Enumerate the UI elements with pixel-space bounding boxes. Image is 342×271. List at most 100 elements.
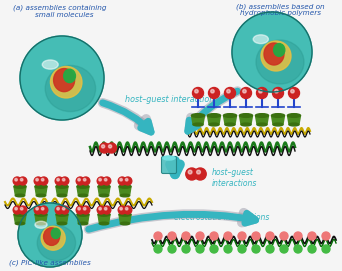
Circle shape [18,203,82,267]
Ellipse shape [77,185,89,188]
Circle shape [34,206,42,214]
Text: (c) PIC-like assemblies: (c) PIC-like assemblies [9,260,91,266]
Circle shape [294,232,302,240]
Circle shape [104,178,107,181]
Circle shape [82,206,90,214]
Polygon shape [77,186,89,195]
Circle shape [36,207,38,210]
Circle shape [308,232,316,240]
Ellipse shape [119,185,131,188]
Ellipse shape [37,225,76,261]
Ellipse shape [193,123,203,126]
Circle shape [322,232,330,240]
Circle shape [21,207,23,210]
Circle shape [41,178,44,181]
Ellipse shape [120,194,130,197]
Polygon shape [35,186,47,195]
Text: host–guest interactions: host–guest interactions [125,95,219,105]
Circle shape [76,177,84,185]
Circle shape [61,177,69,185]
Circle shape [224,88,236,98]
Circle shape [193,88,203,98]
Circle shape [118,206,126,214]
Circle shape [126,207,128,210]
Circle shape [15,178,17,181]
Polygon shape [272,115,285,124]
Circle shape [124,206,132,214]
Circle shape [196,232,204,240]
Circle shape [20,36,104,120]
Ellipse shape [14,185,26,188]
Circle shape [154,232,162,240]
Polygon shape [98,186,110,195]
Ellipse shape [120,222,130,225]
Circle shape [224,245,232,253]
Circle shape [194,168,206,180]
Circle shape [210,232,218,240]
Polygon shape [14,215,26,224]
Circle shape [104,207,107,210]
Circle shape [21,178,23,181]
Circle shape [227,89,230,93]
Polygon shape [77,215,89,224]
Ellipse shape [257,123,267,126]
Ellipse shape [64,69,76,83]
Circle shape [106,143,117,153]
Circle shape [209,88,220,98]
Ellipse shape [42,60,58,69]
Circle shape [210,245,218,253]
Circle shape [55,206,63,214]
Circle shape [280,232,288,240]
Polygon shape [208,115,221,124]
Polygon shape [56,186,68,195]
Circle shape [103,206,111,214]
Polygon shape [14,186,26,195]
Ellipse shape [255,114,268,117]
Ellipse shape [289,123,299,126]
Circle shape [182,232,190,240]
Circle shape [62,178,65,181]
Circle shape [118,177,126,185]
Ellipse shape [239,114,252,117]
Ellipse shape [100,222,108,225]
Circle shape [252,232,260,240]
Circle shape [308,245,316,253]
Text: electrostatic interactions: electrostatic interactions [174,214,270,222]
Circle shape [83,178,86,181]
Polygon shape [192,115,205,124]
Text: host–guest
interactions: host–guest interactions [212,168,258,188]
Circle shape [57,207,60,210]
Circle shape [19,206,27,214]
Circle shape [322,245,330,253]
Circle shape [82,177,90,185]
Circle shape [259,89,262,93]
Circle shape [252,245,260,253]
Circle shape [126,178,128,181]
Ellipse shape [241,123,251,126]
Ellipse shape [274,44,285,56]
Polygon shape [119,215,131,224]
Circle shape [15,207,17,210]
Circle shape [211,89,214,93]
Ellipse shape [15,194,25,197]
Ellipse shape [272,114,285,117]
Ellipse shape [192,114,205,117]
Circle shape [99,207,101,210]
Ellipse shape [208,114,221,117]
Circle shape [275,89,278,93]
Ellipse shape [256,40,304,84]
Ellipse shape [37,194,45,197]
Circle shape [34,177,42,185]
Circle shape [102,145,105,148]
Circle shape [168,232,176,240]
Ellipse shape [163,156,175,160]
Circle shape [168,245,176,253]
Circle shape [188,170,192,174]
Circle shape [61,206,69,214]
Circle shape [78,178,80,181]
Circle shape [154,245,162,253]
Circle shape [224,232,232,240]
Ellipse shape [261,41,291,71]
Ellipse shape [209,123,219,126]
Ellipse shape [253,35,268,44]
